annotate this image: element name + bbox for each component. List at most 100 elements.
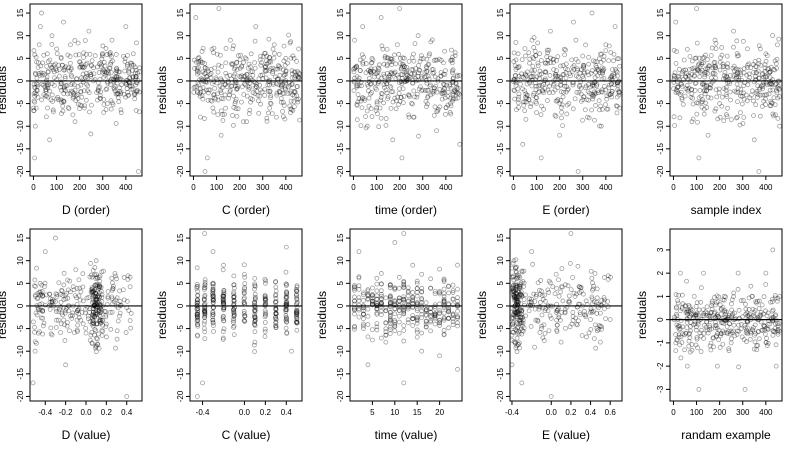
x-tick-label: -0.4: [38, 408, 52, 417]
scatter-point: [77, 59, 82, 65]
scatter-point: [43, 114, 49, 120]
scatter-point: [354, 101, 360, 107]
scatter-point: [274, 81, 279, 87]
y-tick-label: -2: [656, 362, 665, 370]
scatter-point: [604, 96, 610, 102]
scatter-point: [561, 89, 566, 95]
scatter-point: [218, 108, 224, 114]
scatter-point: [70, 95, 76, 101]
scatter-point: [211, 45, 217, 51]
scatter-point: [399, 79, 405, 85]
scatter-point: [603, 87, 609, 93]
scatter-point: [374, 275, 380, 281]
scatter-point: [414, 91, 420, 97]
scatter-point: [122, 68, 128, 74]
scatter-point: [64, 83, 70, 89]
scatter-point: [53, 325, 59, 330]
scatter-point: [89, 58, 95, 64]
scatter-point: [353, 65, 359, 70]
scatter-point: [374, 70, 380, 76]
scatter-point: [227, 88, 233, 93]
x-tick-label: 300: [256, 183, 270, 192]
x-tick-label: 200: [393, 183, 407, 192]
scatter-point: [447, 83, 453, 89]
scatter-point: [382, 55, 388, 61]
scatter-point: [440, 88, 446, 94]
scatter-point: [83, 70, 89, 76]
scatter-point: [581, 69, 587, 75]
scatter-point: [558, 98, 564, 103]
scatter-point: [95, 85, 101, 91]
scatter-point: [111, 86, 117, 92]
scatter-point: [62, 65, 68, 71]
scatter-point: [232, 99, 238, 105]
scatter-point: [82, 75, 88, 81]
scatter-point: [539, 83, 545, 88]
scatter-point: [365, 334, 371, 340]
scatter-point: [516, 64, 522, 69]
scatter-point: [124, 86, 130, 92]
scatter-point: [448, 85, 454, 91]
scatter-point: [43, 87, 48, 93]
scatter-point: [563, 325, 568, 331]
scatter-point: [554, 285, 560, 291]
scatter-point: [388, 85, 394, 90]
scatter-point: [554, 98, 560, 104]
scatter-point: [545, 57, 551, 63]
scatter-point: [49, 332, 55, 338]
x-tick-label: 0.0: [80, 408, 92, 417]
scatter-point: [88, 131, 94, 137]
scatter-point: [267, 105, 273, 111]
scatter-point: [514, 107, 519, 113]
scatter-point: [364, 108, 370, 114]
scatter-point: [127, 75, 133, 80]
scatter-point: [589, 107, 594, 113]
y-tick-label: -5: [496, 324, 505, 332]
scatter-point: [708, 95, 714, 101]
x-tick-label: 400: [119, 183, 133, 192]
scatter-point: [352, 311, 357, 317]
scatter-point: [422, 87, 428, 93]
scatter-point: [292, 75, 297, 81]
scatter-point: [450, 67, 456, 73]
scatter-point: [426, 53, 432, 59]
scatter-point: [47, 57, 53, 63]
scatter-point: [281, 73, 287, 78]
scatter-point: [105, 68, 111, 74]
scatter-point: [412, 41, 418, 47]
scatter-point: [363, 125, 369, 131]
scatter-point: [71, 92, 77, 98]
scatter-point: [61, 91, 67, 97]
scatter-point: [541, 106, 547, 112]
scatter-point: [268, 66, 274, 72]
scatter-point: [596, 90, 601, 96]
scatter-point: [455, 286, 460, 292]
scatter-point: [431, 88, 437, 94]
scatter-point: [522, 46, 528, 52]
scatter-point: [537, 68, 543, 74]
scatter-point: [199, 49, 205, 54]
scatter-point: [399, 61, 405, 67]
scatter-point: [201, 89, 207, 95]
y-tick-label: -5: [16, 99, 25, 107]
scatter-point: [450, 91, 456, 97]
y-tick-label: -15: [336, 368, 345, 380]
scatter-point: [88, 72, 94, 78]
scatter-point: [416, 67, 422, 73]
scatter-point: [532, 344, 538, 350]
scatter-point: [264, 68, 270, 73]
scatter-point: [410, 323, 416, 328]
scatter-point: [611, 73, 617, 79]
scatter-point: [375, 81, 381, 87]
scatter-point: [515, 77, 521, 83]
scatter-point: [53, 66, 59, 72]
scatter-point: [586, 81, 591, 87]
scatter-point: [534, 74, 540, 80]
y-axis-label: residuals: [0, 66, 9, 114]
scatter-point: [547, 73, 553, 78]
scatter-point: [396, 313, 402, 319]
scatter-point: [370, 57, 376, 63]
y-tick-label: -10: [496, 345, 505, 357]
scatter-point: [410, 67, 416, 73]
